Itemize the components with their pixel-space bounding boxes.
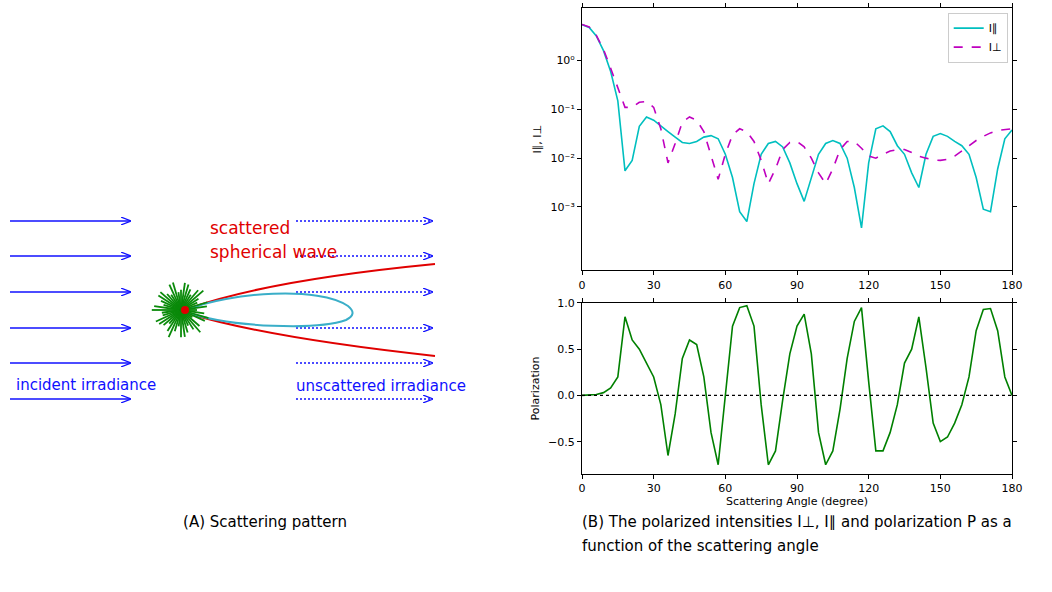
svg-text:I∥: I∥ [989, 22, 998, 35]
svg-text:unscattered irradiance: unscattered irradiance [296, 377, 466, 395]
svg-text:120: 120 [858, 482, 879, 495]
svg-text:scattered: scattered [210, 218, 290, 238]
svg-text:Polarization: Polarization [529, 356, 542, 420]
svg-text:I∥, I⊥: I∥, I⊥ [531, 125, 544, 154]
svg-text:180: 180 [1002, 279, 1023, 292]
html-text:(B) The polarized intensities: (B) The polarized intensities I⊥, I∥ and… [582, 513, 1012, 555]
svg-text:0: 0 [579, 279, 586, 292]
svg-text:150: 150 [930, 279, 951, 292]
svg-text:60: 60 [718, 279, 732, 292]
svg-text:30: 30 [647, 279, 661, 292]
svg-text:incident irradiance: incident irradiance [16, 376, 156, 394]
svg-text:0.0: 0.0 [557, 389, 575, 402]
svg-text:−0.5: −0.5 [548, 435, 575, 448]
svg-text:90: 90 [790, 482, 804, 495]
svg-text:1.0: 1.0 [557, 297, 575, 310]
svg-text:I⊥: I⊥ [989, 41, 1002, 54]
svg-text:150: 150 [930, 482, 951, 495]
svg-text:120: 120 [858, 279, 879, 292]
svg-text:0: 0 [579, 482, 586, 495]
svg-text:90: 90 [790, 279, 804, 292]
svg-text:60: 60 [718, 482, 732, 495]
svg-text:Scattering Angle (degree): Scattering Angle (degree) [726, 495, 868, 508]
svg-text:10⁻²: 10⁻² [551, 152, 575, 165]
html-text:(A) Scattering pattern: (A) Scattering pattern [183, 513, 347, 531]
svg-text:30: 30 [647, 482, 661, 495]
svg-text:180: 180 [1002, 482, 1023, 495]
svg-text:10⁻¹: 10⁻¹ [551, 103, 575, 116]
svg-text:10⁻³: 10⁻³ [551, 201, 575, 214]
svg-text:0.5: 0.5 [557, 343, 575, 356]
svg-text:10⁰: 10⁰ [556, 54, 575, 67]
svg-text:spherical wave: spherical wave [210, 242, 337, 262]
